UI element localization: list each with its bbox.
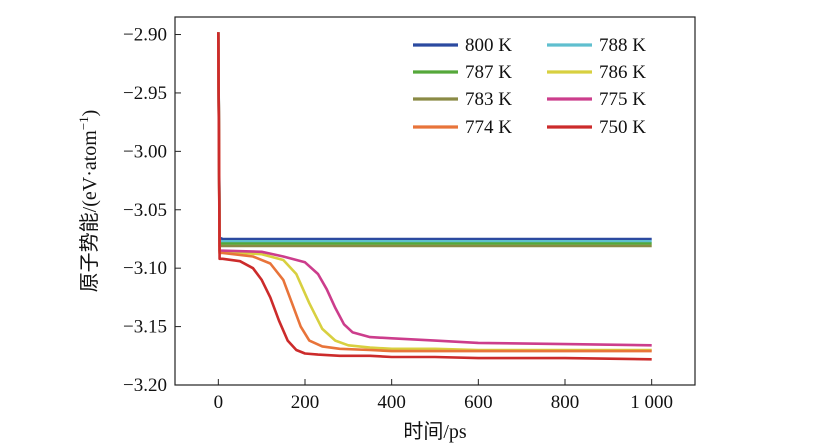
y-tick-label: −3.05: [123, 200, 167, 221]
legend-label: 786 K: [599, 62, 646, 83]
x-tick-label: 400: [377, 392, 406, 413]
series-line-774k: [217, 32, 652, 353]
y-axis-label-main: 原子势能/(eV·atom: [78, 130, 101, 293]
axis-ticks: 0 200 400 600 800 1 000 −3.20 −3.15 −3.10 −3.05 −3…: [123, 25, 673, 413]
y-tick-label: −3.10: [123, 258, 167, 279]
legend-label: 788 K: [599, 35, 646, 56]
y-tick-label: −3.15: [123, 317, 167, 338]
x-tick-label: 800: [551, 392, 580, 413]
x-tick-label: 1 000: [630, 392, 673, 413]
y-tick-label: −2.90: [123, 25, 167, 46]
x-axis-label: 时间/ps: [403, 420, 467, 443]
series-line-800k: [217, 32, 652, 241]
series-line-788k: [217, 32, 652, 243]
series-line-786k: [217, 32, 652, 352]
x-tick-label: 0: [214, 392, 224, 413]
legend-label: 783 K: [465, 89, 512, 110]
series-line-775k: [217, 32, 652, 347]
legend-label: 750 K: [599, 117, 646, 138]
y-tick-label: −2.95: [123, 83, 167, 104]
series-line-750k: [217, 32, 652, 361]
y-axis-label-close: ): [79, 110, 101, 117]
x-tick-label: 600: [464, 392, 493, 413]
series-layer: [217, 32, 652, 361]
series-line-783k: [217, 32, 652, 248]
legend: 800 K 788 K 787 K 786 K 783 K 775 K 774 K 750 K: [413, 35, 646, 138]
y-tick-label: −3.20: [123, 375, 167, 396]
legend-label: 775 K: [599, 89, 646, 110]
legend-label: 787 K: [465, 62, 512, 83]
series-line-787k: [217, 32, 652, 245]
plot-frame: [174, 16, 696, 386]
y-axis-label-superscript: −1: [76, 116, 91, 130]
x-tick-label: 200: [291, 392, 320, 413]
y-tick-label: −3.00: [123, 141, 167, 162]
legend-label: 800 K: [465, 35, 512, 56]
y-axis-label: 原子势能/(eV·atom−1): [76, 110, 101, 293]
legend-label: 774 K: [465, 117, 512, 138]
